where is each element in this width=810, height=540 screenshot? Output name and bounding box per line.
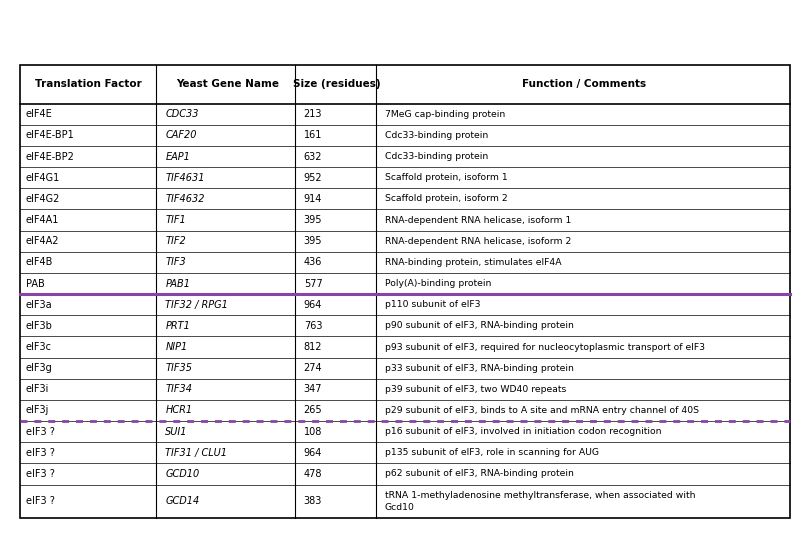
Text: eIF4B: eIF4B: [26, 258, 53, 267]
Text: eIF3b: eIF3b: [26, 321, 53, 331]
Text: Yeast Gene Name: Yeast Gene Name: [176, 79, 279, 89]
Text: 213: 213: [304, 109, 322, 119]
Text: eIF4G1: eIF4G1: [26, 173, 60, 183]
Text: 914: 914: [304, 194, 322, 204]
Text: TIF34: TIF34: [165, 384, 192, 394]
Text: 632: 632: [304, 152, 322, 161]
Text: 952: 952: [304, 173, 322, 183]
Text: 964: 964: [304, 300, 322, 310]
Text: Cdc33-binding protein: Cdc33-binding protein: [385, 131, 488, 140]
Text: eIF3 ?: eIF3 ?: [26, 469, 55, 479]
Text: PAB1: PAB1: [165, 279, 190, 288]
Text: p62 subunit of eIF3, RNA-binding protein: p62 subunit of eIF3, RNA-binding protein: [385, 469, 573, 478]
Text: eIF3 ?: eIF3 ?: [26, 427, 55, 437]
Text: PAB: PAB: [26, 279, 45, 288]
Text: Cdc33-binding protein: Cdc33-binding protein: [385, 152, 488, 161]
Text: Function / Comments: Function / Comments: [522, 79, 646, 89]
Text: TIF2: TIF2: [165, 236, 186, 246]
Text: TIF4632: TIF4632: [165, 194, 205, 204]
Text: GCD14: GCD14: [165, 496, 199, 507]
Text: Scaffold protein, isoform 2: Scaffold protein, isoform 2: [385, 194, 508, 204]
Text: Scaffold protein, isoform 1: Scaffold protein, isoform 1: [385, 173, 508, 182]
Text: TIF35: TIF35: [165, 363, 192, 373]
Text: p33 subunit of eIF3, RNA-binding protein: p33 subunit of eIF3, RNA-binding protein: [385, 363, 573, 373]
Text: eIF4A2: eIF4A2: [26, 236, 59, 246]
Text: RNA-dependent RNA helicase, isoform 1: RNA-dependent RNA helicase, isoform 1: [385, 215, 571, 225]
Text: p135 subunit of eIF3, role in scanning for AUG: p135 subunit of eIF3, role in scanning f…: [385, 448, 599, 457]
Text: TIF32 / RPG1: TIF32 / RPG1: [165, 300, 228, 310]
Text: 812: 812: [304, 342, 322, 352]
Text: 274: 274: [304, 363, 322, 373]
Text: eIF4A1: eIF4A1: [26, 215, 59, 225]
Text: NIP1: NIP1: [165, 342, 187, 352]
Text: Poly(A)-binding protein: Poly(A)-binding protein: [385, 279, 491, 288]
Text: 383: 383: [304, 496, 322, 507]
Text: p29 subunit of eIF3, binds to A site and mRNA entry channel of 40S: p29 subunit of eIF3, binds to A site and…: [385, 406, 699, 415]
Text: TIF4631: TIF4631: [165, 173, 205, 183]
Text: p110 subunit of eIF3: p110 subunit of eIF3: [385, 300, 480, 309]
Text: 478: 478: [304, 469, 322, 479]
Text: eIF3 ?: eIF3 ?: [26, 448, 55, 458]
Text: eIF4G2: eIF4G2: [26, 194, 60, 204]
Text: TIF31 / CLU1: TIF31 / CLU1: [165, 448, 228, 458]
Text: 7MeG cap-binding protein: 7MeG cap-binding protein: [385, 110, 505, 119]
Text: 161: 161: [304, 131, 322, 140]
Text: eIF4E: eIF4E: [26, 109, 53, 119]
Text: eIF4E-BP2: eIF4E-BP2: [26, 152, 75, 161]
Text: eIF3c: eIF3c: [26, 342, 52, 352]
Text: RNA-dependent RNA helicase, isoform 2: RNA-dependent RNA helicase, isoform 2: [385, 237, 571, 246]
Text: 964: 964: [304, 448, 322, 458]
Text: Translation Factor: Translation Factor: [35, 79, 142, 89]
Text: 436: 436: [304, 258, 322, 267]
Text: eIF4E-BP1: eIF4E-BP1: [26, 131, 75, 140]
Text: TIF3: TIF3: [165, 258, 186, 267]
Text: 763: 763: [304, 321, 322, 331]
Text: p16 subunit of eIF3, involved in initiation codon recognition: p16 subunit of eIF3, involved in initiat…: [385, 427, 661, 436]
Text: CAF20: CAF20: [165, 131, 197, 140]
Text: PRT1: PRT1: [165, 321, 190, 331]
Text: tRNA 1-methyladenosine methyltransferase, when associated with
Gcd10: tRNA 1-methyladenosine methyltransferase…: [385, 491, 695, 512]
Text: eIF3 ?: eIF3 ?: [26, 496, 55, 507]
Text: 108: 108: [304, 427, 322, 437]
Text: 577: 577: [304, 279, 322, 288]
Text: EAP1: EAP1: [165, 152, 190, 161]
Text: 395: 395: [304, 215, 322, 225]
Text: Size (residues): Size (residues): [293, 79, 381, 89]
Text: SUI1: SUI1: [165, 427, 188, 437]
Text: TIF1: TIF1: [165, 215, 186, 225]
Text: RNA-binding protein, stimulates eIF4A: RNA-binding protein, stimulates eIF4A: [385, 258, 561, 267]
Text: CDC33: CDC33: [165, 109, 198, 119]
Text: eIF3j: eIF3j: [26, 406, 49, 415]
Bar: [20, 65, 790, 518]
Text: GCD10: GCD10: [165, 469, 199, 479]
Text: p39 subunit of eIF3, two WD40 repeats: p39 subunit of eIF3, two WD40 repeats: [385, 385, 566, 394]
Text: p90 subunit of eIF3, RNA-binding protein: p90 subunit of eIF3, RNA-binding protein: [385, 321, 573, 330]
Text: 347: 347: [304, 384, 322, 394]
Text: 395: 395: [304, 236, 322, 246]
Text: eIF3a: eIF3a: [26, 300, 53, 310]
Text: eIF3g: eIF3g: [26, 363, 53, 373]
Text: eIF3i: eIF3i: [26, 384, 49, 394]
Text: HCR1: HCR1: [165, 406, 192, 415]
Text: p93 subunit of eIF3, required for nucleocytoplasmic transport of eIF3: p93 subunit of eIF3, required for nucleo…: [385, 342, 705, 352]
Text: 265: 265: [304, 406, 322, 415]
